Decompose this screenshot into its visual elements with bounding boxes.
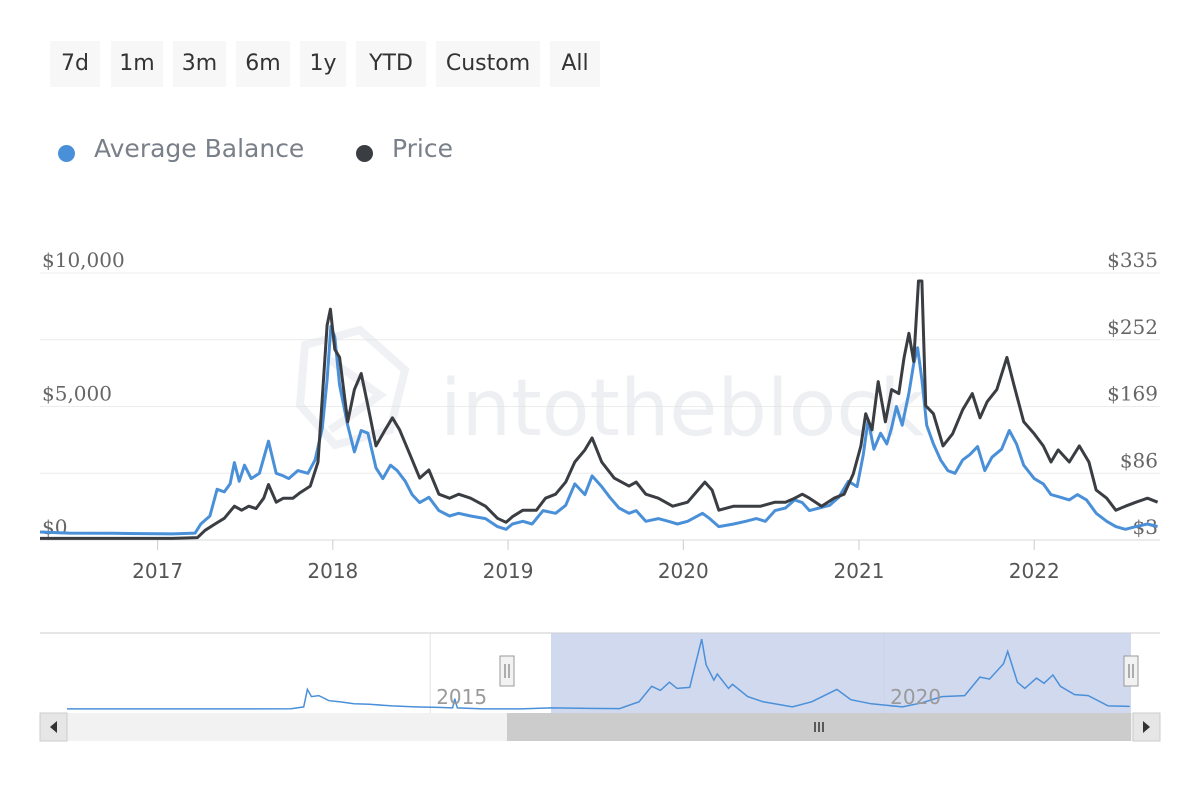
scrollbar[interactable] (39, 712, 1161, 742)
navigator-handle-right[interactable] (1123, 655, 1139, 687)
range-button-3m[interactable]: 3m (173, 41, 226, 87)
watermark-text: intotheblock (440, 364, 924, 454)
x-tick-label: 2017 (132, 559, 183, 583)
navigator-tick-label: 2015 (436, 685, 487, 709)
range-button-all[interactable]: All (550, 41, 600, 87)
legend-item-average-balance[interactable]: Average Balance (50, 130, 330, 170)
navigator-selected-range[interactable] (551, 633, 1131, 713)
legend-item-price[interactable]: Price (348, 130, 478, 170)
navigator-series-line (67, 638, 1130, 710)
arrow-right-icon (1143, 721, 1150, 733)
y-right-tick-label: $86 (1120, 448, 1158, 472)
arrow-left-icon (50, 721, 57, 733)
navigator-tick-labels: 2015 2020 (436, 685, 941, 709)
range-button-ytd[interactable]: YTD (356, 41, 426, 87)
series-layer (39, 279, 1159, 540)
legend-dot-price (356, 145, 373, 162)
y-right-tick-label: $252 (1107, 315, 1158, 339)
navigator-series (67, 638, 1130, 710)
series-line-average-balance (39, 324, 1158, 536)
y-left-tick-label: $0 (42, 515, 67, 539)
watermark-group: intotheblock (295, 325, 924, 454)
x-tick-label: 2021 (834, 559, 885, 583)
y-left-tick-label: $10,000 (42, 248, 125, 272)
scroll-right-button[interactable] (1132, 712, 1161, 742)
range-button-7d[interactable]: 7d (50, 41, 100, 87)
legend-label-average-balance: Average Balance (94, 134, 305, 163)
y-right-tick-label: $169 (1107, 382, 1158, 406)
range-button-1y[interactable]: 1y (300, 41, 346, 87)
range-button-custom[interactable]: Custom (436, 41, 540, 87)
series-line-price (40, 279, 1159, 540)
navigator-handle-left[interactable] (499, 655, 515, 687)
scroll-left-button[interactable] (39, 712, 68, 742)
legend-dot-average-balance (58, 145, 75, 162)
navigator[interactable]: 2015 2020 (40, 632, 1160, 713)
y-left-tick-label: $5,000 (42, 382, 112, 406)
navigator-tick-label: 2020 (890, 685, 941, 709)
range-button-1m[interactable]: 1m (111, 41, 163, 87)
x-tick-label: 2018 (307, 559, 358, 583)
scrollbar-grip-icon (814, 722, 824, 732)
x-tick-label: 2019 (483, 559, 534, 583)
grid-lines (40, 272, 1160, 541)
legend-label-price: Price (392, 134, 453, 163)
y-right-tick-label: $335 (1107, 248, 1158, 272)
watermark-logo-icon (295, 325, 410, 450)
range-button-6m[interactable]: 6m (236, 41, 290, 87)
x-tick-label: 2022 (1009, 559, 1060, 583)
x-tick-label: 2020 (658, 559, 709, 583)
